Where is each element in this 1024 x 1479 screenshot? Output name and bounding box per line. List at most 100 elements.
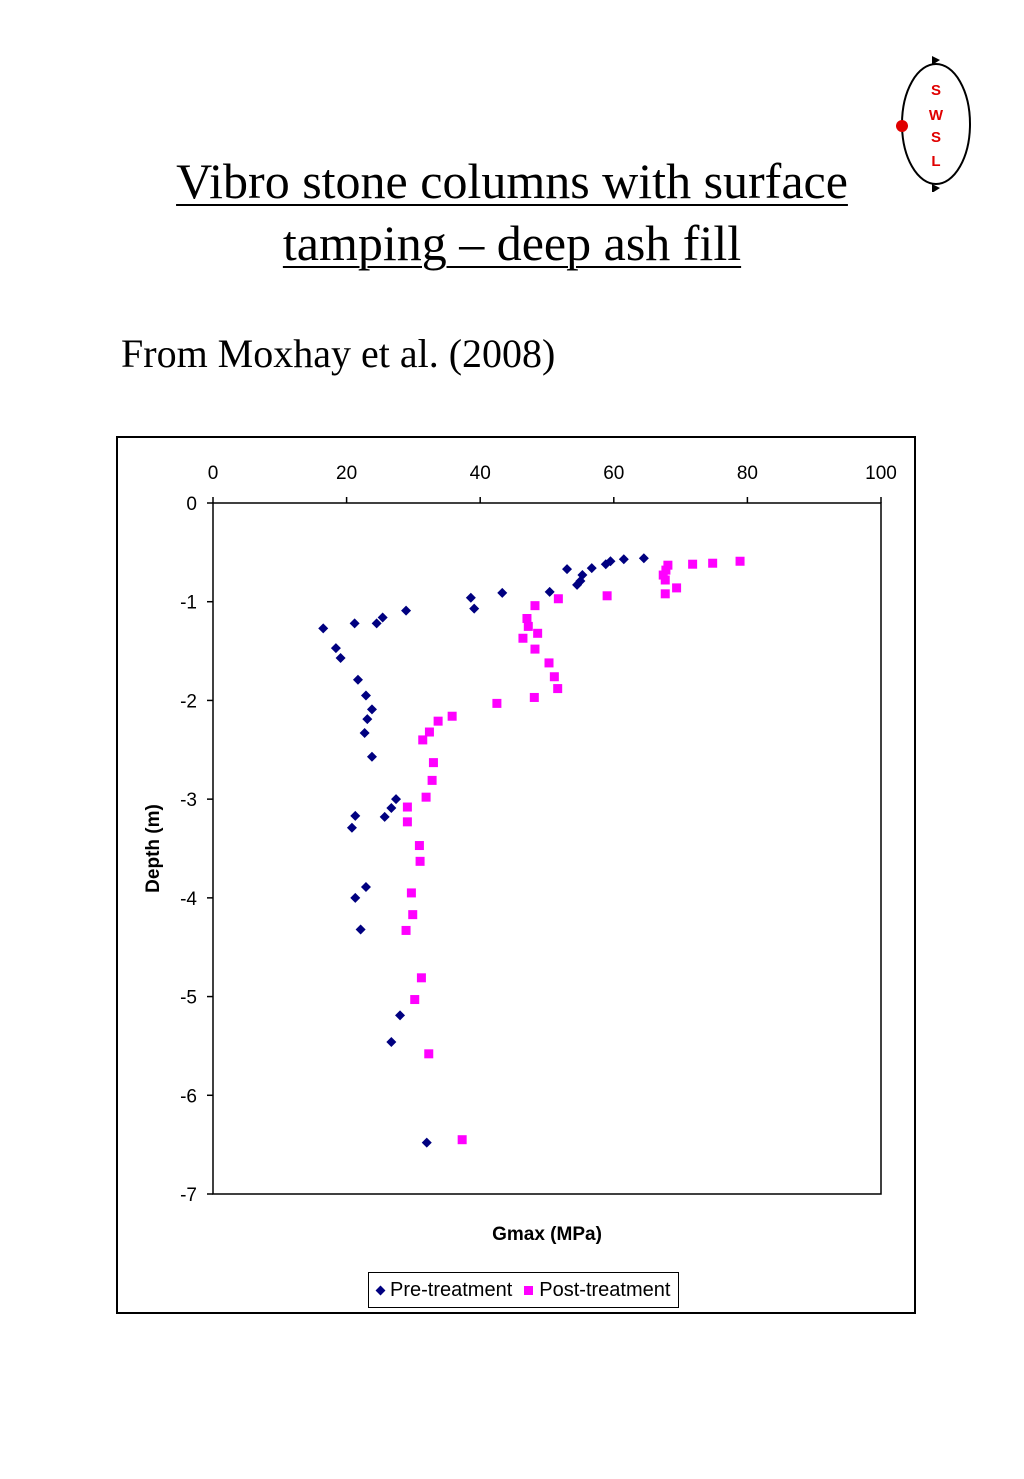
data-point-post bbox=[660, 589, 670, 599]
data-point-post bbox=[414, 841, 424, 851]
data-point-pre bbox=[391, 794, 402, 805]
data-point-pre bbox=[362, 714, 373, 725]
x-tick-label: 40 bbox=[470, 463, 491, 484]
title-line-2: tamping – deep ash fill bbox=[282, 215, 742, 271]
x-tick-label: 80 bbox=[737, 463, 758, 484]
data-point-post bbox=[406, 888, 416, 898]
data-point-post bbox=[424, 1049, 434, 1059]
data-point-post bbox=[415, 856, 425, 866]
chart-frame bbox=[116, 436, 916, 1314]
data-point-pre bbox=[638, 553, 649, 564]
data-point-pre bbox=[572, 579, 583, 590]
data-point-post bbox=[735, 556, 745, 566]
data-point-pre bbox=[330, 643, 341, 654]
data-point-pre bbox=[346, 822, 357, 833]
data-point-pre bbox=[586, 563, 597, 574]
y-tick-label: -4 bbox=[180, 889, 197, 910]
data-point-post bbox=[402, 817, 412, 827]
data-point-post bbox=[421, 792, 431, 802]
data-point-post bbox=[553, 594, 563, 604]
x-tick-label: 60 bbox=[603, 463, 624, 484]
legend-label-post: Post-treatment bbox=[539, 1278, 671, 1301]
data-point-post bbox=[663, 560, 673, 570]
data-point-post bbox=[544, 658, 554, 668]
data-point-pre bbox=[318, 623, 329, 634]
data-point-pre bbox=[355, 924, 366, 935]
data-point-post bbox=[410, 995, 420, 1005]
data-point-post bbox=[549, 672, 559, 682]
y-tick-label: -6 bbox=[180, 1086, 197, 1107]
plot-area bbox=[212, 502, 882, 1195]
data-point-post bbox=[530, 601, 540, 611]
data-point-pre bbox=[377, 612, 388, 623]
data-point-pre bbox=[544, 586, 555, 597]
data-point-post bbox=[428, 758, 438, 768]
data-point-post bbox=[660, 575, 670, 585]
data-point-pre bbox=[386, 1036, 397, 1047]
y-tick-label: 0 bbox=[186, 494, 197, 515]
logo-letter-w: W bbox=[929, 107, 944, 124]
logo-letter-s1: S bbox=[931, 82, 941, 99]
data-point-pre bbox=[618, 554, 629, 565]
data-point-post bbox=[553, 684, 563, 694]
data-point-pre bbox=[469, 603, 480, 614]
data-point-post bbox=[457, 1135, 467, 1145]
data-point-post bbox=[523, 621, 533, 631]
data-point-post bbox=[408, 910, 418, 920]
swsl-logo-icon: S W S L bbox=[896, 56, 971, 192]
legend-label-pre: Pre-treatment bbox=[390, 1278, 513, 1301]
data-point-pre bbox=[335, 652, 346, 663]
data-point-post bbox=[529, 692, 539, 702]
data-point-post bbox=[658, 570, 668, 580]
data-point-post bbox=[427, 775, 437, 785]
data-point-pre bbox=[401, 605, 412, 616]
data-point-pre bbox=[366, 751, 377, 762]
data-point-pre bbox=[497, 587, 508, 598]
data-point-pre bbox=[379, 811, 390, 822]
y-tick-label: -7 bbox=[180, 1185, 197, 1206]
data-point-post bbox=[518, 633, 528, 643]
source-citation: From Moxhay et al. (2008) bbox=[121, 331, 556, 376]
data-point-pre bbox=[359, 728, 370, 739]
data-point-post bbox=[418, 735, 428, 745]
data-point-pre bbox=[349, 618, 360, 629]
data-point-post bbox=[672, 583, 682, 593]
data-point-post bbox=[661, 565, 671, 575]
data-point-pre bbox=[386, 803, 397, 814]
data-point-pre bbox=[350, 810, 361, 821]
data-point-pre bbox=[371, 618, 382, 629]
legend-item-pre: Pre-treatment bbox=[375, 1278, 513, 1302]
data-point-post bbox=[708, 558, 718, 568]
data-point-pre bbox=[421, 1137, 432, 1148]
data-point-pre bbox=[352, 674, 363, 685]
x-axis-label: Gmax (MPa) bbox=[492, 1224, 602, 1245]
logo-letter-s2: S bbox=[931, 129, 941, 146]
data-point-post bbox=[433, 716, 443, 726]
data-point-pre bbox=[562, 564, 573, 575]
data-point-post bbox=[424, 727, 434, 737]
page-title: Vibro stone columns with surface tamping… bbox=[0, 150, 1024, 274]
data-point-post bbox=[688, 559, 698, 569]
y-tick-label: -3 bbox=[180, 790, 197, 811]
data-point-pre bbox=[465, 592, 476, 603]
data-point-post bbox=[530, 644, 540, 654]
x-tick-label: 100 bbox=[865, 463, 897, 484]
data-point-post bbox=[533, 628, 543, 638]
data-point-post bbox=[447, 711, 457, 721]
data-point-pre bbox=[350, 892, 361, 903]
data-point-post bbox=[522, 613, 532, 623]
data-point-post bbox=[602, 591, 612, 601]
legend-item-post: Post-treatment bbox=[524, 1279, 670, 1302]
logo-letter-l: L bbox=[931, 153, 940, 170]
data-point-post bbox=[402, 802, 412, 812]
legend-square-icon bbox=[524, 1285, 534, 1295]
data-point-pre bbox=[366, 704, 377, 715]
x-tick-label: 0 bbox=[208, 463, 219, 484]
data-point-pre bbox=[360, 881, 371, 892]
data-point-post bbox=[416, 973, 426, 983]
y-tick-label: -1 bbox=[180, 593, 197, 614]
data-point-pre bbox=[600, 559, 611, 570]
y-axis-label: Depth (m) bbox=[143, 804, 164, 893]
legend-diamond-icon bbox=[375, 1285, 386, 1295]
